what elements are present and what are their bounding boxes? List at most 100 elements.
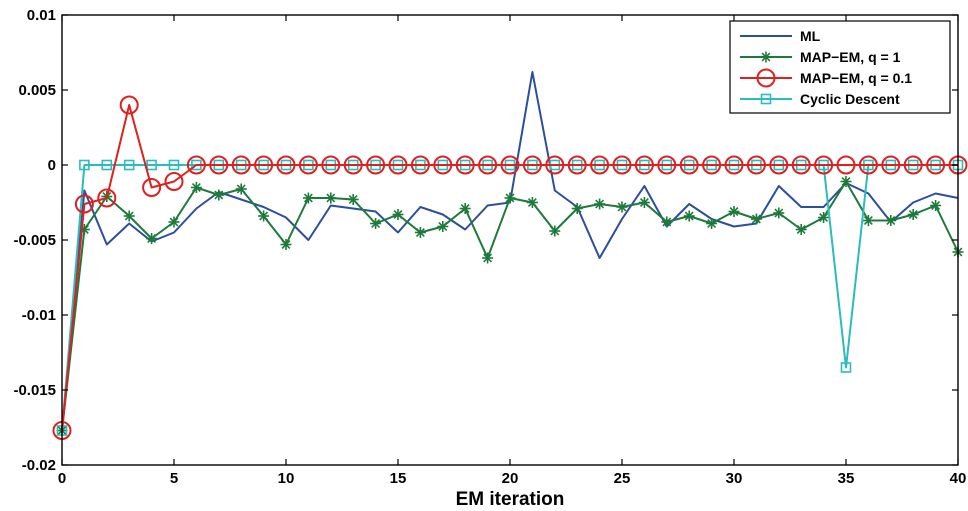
data-point — [254, 155, 274, 175]
data-point — [231, 155, 251, 175]
asterisk-stroke — [774, 208, 784, 218]
data-point — [594, 198, 606, 210]
asterisk-stroke — [707, 219, 717, 228]
data-point — [276, 155, 296, 175]
data-point — [545, 155, 565, 175]
asterisk-stroke — [908, 210, 918, 219]
asterisk-stroke — [303, 193, 313, 203]
data-point — [930, 200, 942, 211]
data-point — [903, 155, 923, 175]
x-tick-label: 35 — [838, 470, 855, 487]
data-point — [571, 203, 583, 214]
asterisk-stroke — [236, 184, 246, 194]
data-point — [679, 155, 699, 175]
asterisk-stroke — [729, 207, 739, 216]
data-point — [280, 239, 292, 250]
data-point — [190, 182, 202, 193]
y-tick-label: -0.02 — [22, 457, 56, 474]
data-point — [885, 215, 897, 226]
data-point — [298, 155, 318, 175]
x-tick-label: 5 — [170, 470, 178, 487]
data-point — [482, 252, 494, 264]
data-point — [706, 218, 718, 229]
data-point — [142, 178, 162, 197]
asterisk-stroke — [124, 211, 134, 221]
asterisk-stroke — [505, 193, 515, 203]
data-point — [683, 210, 695, 222]
data-point — [657, 155, 677, 175]
data-point — [325, 192, 337, 204]
asterisk-stroke — [550, 226, 560, 236]
x-tick-label: 0 — [58, 470, 66, 487]
asterisk-stroke — [819, 213, 829, 222]
asterisk-stroke — [214, 190, 224, 200]
data-point — [164, 172, 184, 191]
legend-swatch-marker — [756, 68, 776, 88]
asterisk-stroke — [761, 52, 771, 62]
data-point — [79, 159, 90, 171]
x-tick-label: 25 — [614, 470, 631, 487]
data-point — [347, 194, 359, 205]
legend-item: MAP−EM, q = 1 — [740, 49, 901, 65]
x-axis-label: EM iteration — [456, 489, 565, 510]
legend-item: Cyclic Descent — [740, 91, 900, 107]
data-point — [186, 155, 206, 175]
legend-item: MAP−EM, q = 0.1 — [740, 68, 912, 88]
data-point — [791, 155, 811, 175]
legend-label: ML — [800, 28, 821, 44]
data-point — [213, 189, 225, 201]
data-point — [437, 221, 449, 232]
asterisk-stroke — [169, 217, 179, 227]
data-point — [769, 155, 789, 175]
x-tick-label: 30 — [726, 470, 743, 487]
data-point — [862, 215, 874, 226]
asterisk-stroke — [191, 183, 201, 192]
data-point — [728, 206, 740, 217]
asterisk-stroke — [931, 201, 941, 210]
data-point — [74, 194, 94, 214]
data-point — [907, 209, 919, 220]
asterisk-stroke — [662, 217, 672, 227]
legend-label: MAP−EM, q = 1 — [800, 49, 901, 65]
data-point — [119, 95, 139, 115]
asterisk-stroke — [393, 210, 403, 219]
asterisk-stroke — [572, 204, 582, 213]
data-point — [455, 155, 475, 175]
data-point — [661, 216, 673, 228]
asterisk-stroke — [841, 177, 851, 186]
data-point — [168, 159, 180, 171]
data-point — [209, 155, 229, 175]
y-tick-label: 0 — [48, 157, 56, 174]
asterisk-stroke — [326, 193, 336, 203]
data-point — [478, 155, 498, 175]
y-tick-label: -0.01 — [22, 307, 56, 324]
data-point — [321, 155, 341, 175]
data-point — [590, 155, 610, 175]
y-tick-label: -0.005 — [13, 232, 56, 249]
data-point — [522, 155, 542, 175]
data-point — [414, 227, 426, 238]
asterisk-stroke — [751, 214, 761, 224]
data-point — [926, 155, 946, 175]
data-point — [795, 224, 807, 235]
legend-item: ML — [740, 28, 821, 44]
asterisk-stroke — [460, 204, 470, 213]
data-point — [750, 213, 762, 225]
data-point — [773, 207, 785, 219]
series-map-em-q-1 — [56, 176, 964, 436]
asterisk-stroke — [281, 240, 291, 249]
asterisk-stroke — [595, 199, 605, 209]
asterisk-stroke — [639, 198, 649, 207]
data-point — [567, 155, 587, 175]
asterisk-stroke — [483, 253, 493, 263]
asterisk-stroke — [415, 228, 425, 237]
data-point — [168, 216, 180, 228]
data-point — [410, 155, 430, 175]
data-point — [97, 188, 117, 208]
data-point — [366, 155, 386, 175]
x-tick-label: 40 — [950, 470, 967, 487]
y-tick-label: 0.01 — [27, 7, 56, 24]
asterisk-stroke — [886, 216, 896, 225]
x-tick-label: 20 — [502, 470, 519, 487]
axes-layer: 0 5 10 15 20 25 30 35 40 0.01 0.005 0 -0.005 -0.01 -0.… — [13, 7, 966, 487]
